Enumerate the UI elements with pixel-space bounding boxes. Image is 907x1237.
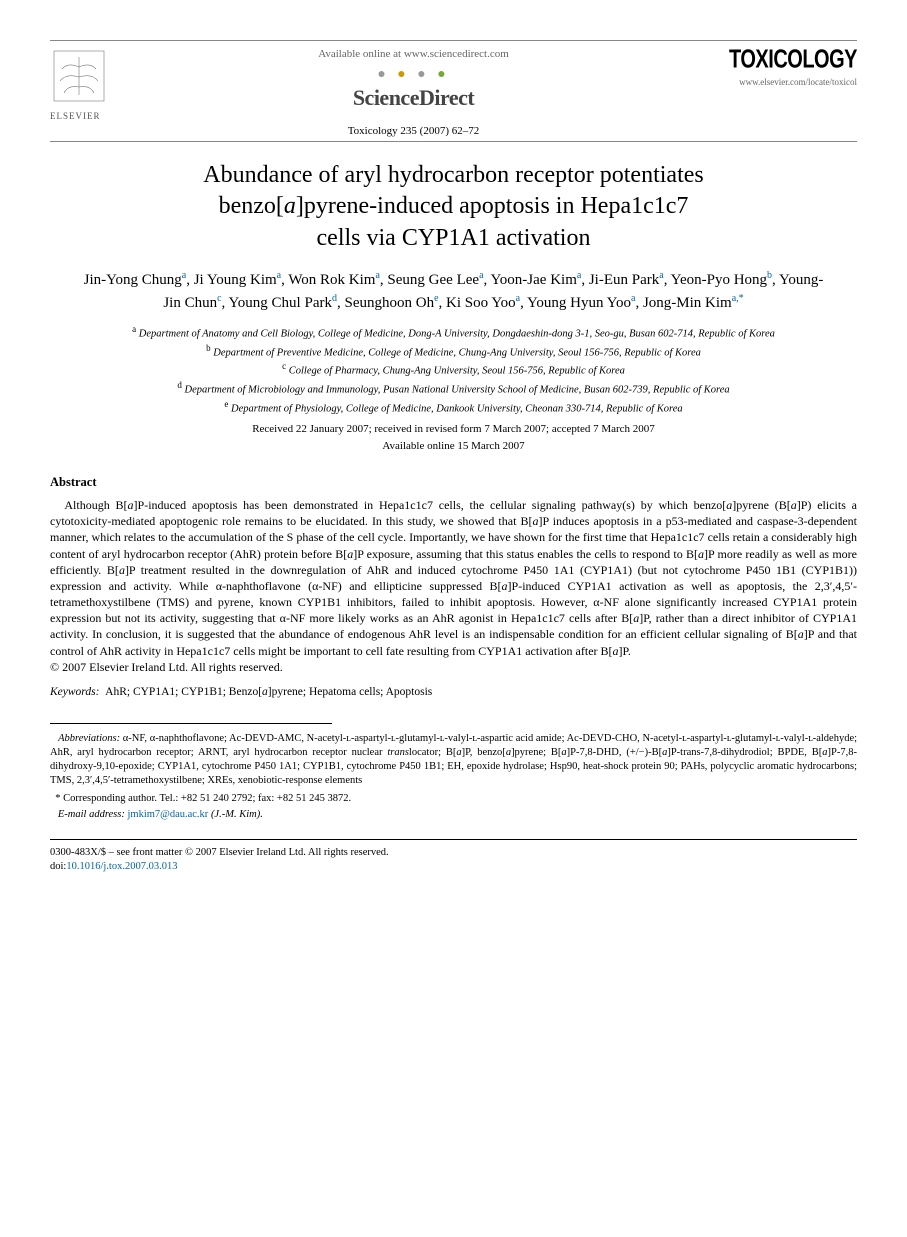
keywords-label: Keywords: bbox=[50, 686, 99, 698]
abstract-copyright: © 2007 Elsevier Ireland Ltd. All rights … bbox=[50, 660, 283, 674]
footnote-separator bbox=[50, 723, 332, 724]
journal-reference: Toxicology 235 (2007) 62–72 bbox=[130, 124, 697, 139]
abstract-text: Although B[a]P-induced apoptosis has bee… bbox=[50, 497, 857, 659]
footer-block: 0300-483X/$ – see front matter © 2007 El… bbox=[50, 846, 857, 875]
manuscript-dates: Received 22 January 2007; received in re… bbox=[50, 422, 857, 437]
author-list: Jin-Yong Chunga, Ji Young Kima, Won Rok … bbox=[80, 268, 827, 315]
affiliation-item: a Department of Anatomy and Cell Biology… bbox=[50, 323, 857, 342]
publication-header: ELSEVIER Available online at www.science… bbox=[50, 40, 857, 142]
abstract-heading: Abstract bbox=[50, 474, 857, 491]
article-title: Abundance of aryl hydrocarbon receptor p… bbox=[110, 160, 797, 254]
doi-link[interactable]: 10.1016/j.tox.2007.03.013 bbox=[66, 861, 177, 872]
abbrev-text: α-NF, α-naphthoflavone; Ac-DEVD-AMC, N-a… bbox=[50, 733, 857, 787]
elsevier-tree-icon bbox=[50, 47, 130, 110]
title-line-1: Abundance of aryl hydrocarbon receptor p… bbox=[203, 162, 703, 188]
email-line: E-mail address: jmkim7@dau.ac.kr (J.-M. … bbox=[50, 808, 857, 822]
title-line-3: cells via CYP1A1 activation bbox=[317, 225, 591, 251]
doi-prefix: doi: bbox=[50, 861, 66, 872]
title-line-2: benzo[a]pyrene-induced apoptosis in Hepa… bbox=[219, 193, 689, 219]
available-online-date: Available online 15 March 2007 bbox=[50, 439, 857, 454]
footer-doi-line: doi:10.1016/j.tox.2007.03.013 bbox=[50, 860, 857, 875]
publisher-logo-block: ELSEVIER bbox=[50, 47, 130, 122]
abstract-body: Although B[a]P-induced apoptosis has bee… bbox=[50, 497, 857, 675]
keywords-text: AhR; CYP1A1; CYP1B1; Benzo[a]pyrene; Hep… bbox=[105, 686, 432, 698]
affiliation-list: a Department of Anatomy and Cell Biology… bbox=[50, 323, 857, 417]
email-author: (J.-M. Kim). bbox=[211, 809, 263, 820]
corresponding-author: * Corresponding author. Tel.: +82 51 240… bbox=[50, 792, 857, 806]
email-label: E-mail address: bbox=[58, 809, 125, 820]
keywords-line: Keywords: AhR; CYP1A1; CYP1B1; Benzo[a]p… bbox=[50, 685, 857, 701]
publisher-name: ELSEVIER bbox=[50, 110, 130, 122]
abbrev-label: Abbreviations: bbox=[58, 733, 120, 744]
email-link[interactable]: jmkim7@dau.ac.kr bbox=[127, 809, 208, 820]
affiliation-item: c College of Pharmacy, Chung-Ang Univers… bbox=[50, 360, 857, 379]
corr-marker: * bbox=[55, 793, 60, 804]
affiliation-item: d Department of Microbiology and Immunol… bbox=[50, 379, 857, 398]
footer-separator bbox=[50, 839, 857, 840]
affiliation-item: b Department of Preventive Medicine, Col… bbox=[50, 342, 857, 361]
sciencedirect-logo: ScienceDirect bbox=[130, 83, 697, 113]
abbreviations-block: Abbreviations: α-NF, α-naphthoflavone; A… bbox=[50, 732, 857, 789]
footer-copyright: 0300-483X/$ – see front matter © 2007 El… bbox=[50, 846, 857, 861]
affiliation-item: e Department of Physiology, College of M… bbox=[50, 398, 857, 417]
available-online-text: Available online at www.sciencedirect.co… bbox=[130, 47, 697, 62]
journal-logo: TOXICOLOGY bbox=[729, 43, 857, 78]
corr-text: Corresponding author. Tel.: +82 51 240 2… bbox=[63, 793, 351, 804]
journal-brand-block: TOXICOLOGY www.elsevier.com/locate/toxic… bbox=[697, 47, 857, 88]
header-center: Available online at www.sciencedirect.co… bbox=[130, 47, 697, 139]
